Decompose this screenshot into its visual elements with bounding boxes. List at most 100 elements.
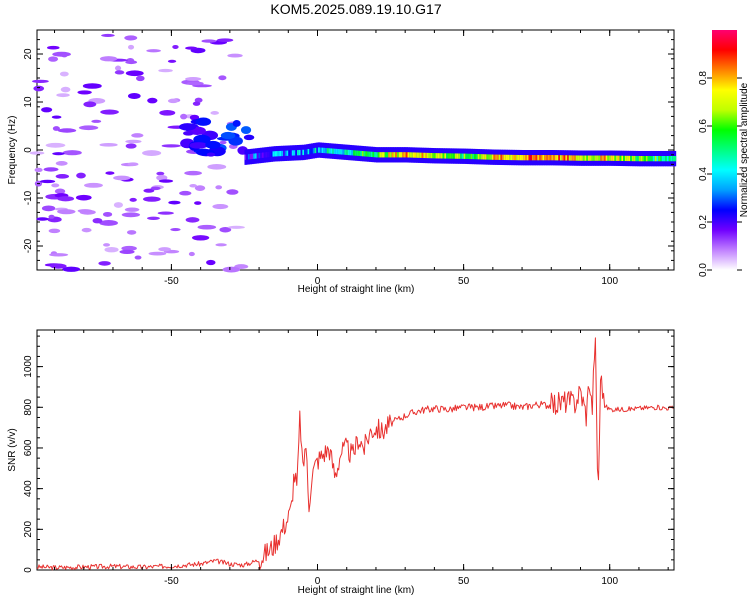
spectrogram-ridge-core bbox=[381, 152, 384, 158]
spectrogram-ridge-core bbox=[575, 155, 579, 161]
spectrogram-ridge-core bbox=[377, 152, 380, 158]
spectrogram-ridge-core bbox=[279, 150, 282, 157]
spectrogram-ridge-core bbox=[619, 155, 622, 161]
spectrogram-source-blob bbox=[232, 120, 241, 127]
spectrogram-noise-blob bbox=[125, 60, 138, 65]
spectrogram-ridge-core bbox=[344, 149, 347, 155]
spectrogram-ridge-core bbox=[500, 154, 503, 160]
spectrogram-noise-blob bbox=[61, 53, 68, 58]
spectrogram-ridge-core bbox=[603, 155, 607, 161]
spectrogram-ridge-core bbox=[351, 150, 354, 156]
spectrogram-ridge-core bbox=[484, 154, 487, 160]
spectrogram-noise-blob bbox=[83, 101, 97, 108]
spectrogram-ridge-core bbox=[556, 155, 559, 161]
spectrogram-ridge-core bbox=[426, 152, 429, 159]
spectrogram-ridge-core bbox=[335, 148, 338, 155]
spectrogram-noise-blob bbox=[77, 209, 93, 213]
spectrogram-ridge-core bbox=[472, 153, 475, 160]
spectrogram-noise-blob bbox=[129, 197, 137, 202]
spectrogram-ridge-core bbox=[433, 153, 437, 159]
spectrogram-ridge-core bbox=[596, 155, 600, 161]
spectrogram-ridge-core bbox=[456, 153, 459, 159]
spectrogram-y-tick-label: 10 bbox=[23, 96, 34, 108]
spectrogram-ridge-core bbox=[637, 155, 640, 162]
spectrogram-ridge-core bbox=[663, 156, 666, 162]
spectrogram-ridge-core bbox=[477, 154, 480, 160]
spectrogram-ridge-core bbox=[475, 154, 479, 160]
spectrogram-noise-blob bbox=[125, 143, 137, 149]
spectrogram-y-tick-label: 20 bbox=[23, 48, 34, 60]
spectrogram-noise-blob bbox=[103, 243, 111, 247]
spectrogram-ridge-core bbox=[304, 149, 307, 155]
spectrogram-ridge bbox=[244, 142, 677, 167]
spectrogram-noise-blob bbox=[45, 142, 66, 148]
spectrogram-noise-blob bbox=[197, 224, 217, 230]
snr-y-tick-label: 800 bbox=[23, 399, 34, 416]
spectrogram-ridge-core bbox=[519, 155, 522, 161]
snr-x-tick-label: 100 bbox=[601, 576, 618, 587]
colorbar-label: Normalized spectral amplitude bbox=[739, 82, 750, 217]
spectrogram-ridge-core bbox=[288, 150, 291, 156]
spectrogram-ridge-core bbox=[375, 152, 379, 158]
spectrogram-noise-blob bbox=[124, 35, 138, 41]
spectrogram-noise-blob bbox=[215, 185, 223, 190]
spectrogram-ridge-core bbox=[400, 152, 403, 158]
spectrogram-ridge-core bbox=[444, 153, 447, 159]
spectrogram-ridge-core bbox=[365, 151, 368, 157]
spectrogram-ridge-core bbox=[626, 155, 629, 162]
spectrogram-ridge-core bbox=[546, 155, 549, 161]
spectrogram-noise-blob bbox=[156, 171, 165, 176]
spectrogram-ridge-core bbox=[332, 148, 335, 154]
spectrogram-noise-blob bbox=[121, 245, 137, 251]
spectrogram-ridge-core bbox=[635, 155, 638, 162]
spectrogram-noise-blob bbox=[41, 107, 53, 113]
spectrogram-noise-blob bbox=[127, 162, 139, 167]
spectrogram-noise-blob bbox=[77, 90, 92, 95]
spectrogram-noise-blob bbox=[227, 225, 245, 229]
spectrogram-ridge-core bbox=[305, 149, 309, 155]
spectrogram-ridge-core bbox=[572, 155, 575, 161]
spectrogram-noise-blob bbox=[218, 75, 227, 81]
spectrogram-noise-blob bbox=[147, 216, 160, 220]
spectrogram-ridge-core bbox=[539, 155, 542, 161]
spectrogram-ridge-core bbox=[379, 152, 382, 158]
spectrogram-ridge-core bbox=[586, 155, 589, 161]
spectrogram-noise-blob bbox=[170, 228, 181, 232]
spectrogram-noise-blob bbox=[91, 119, 102, 123]
snr-y-tick-label: 400 bbox=[23, 480, 34, 497]
spectrogram-ridge-core bbox=[531, 155, 535, 161]
spectrogram-ridge-core bbox=[496, 154, 500, 160]
spectrogram-ridge-core bbox=[389, 152, 393, 158]
spectrogram-x-tick-label: 50 bbox=[458, 276, 470, 287]
spectrogram-ridge-core bbox=[363, 151, 366, 157]
spectrogram-source-blob bbox=[220, 131, 236, 140]
spectrogram-noise-blob bbox=[158, 247, 171, 252]
spectrogram-ridge-core bbox=[453, 153, 456, 159]
spectrogram-noise-blob bbox=[180, 113, 188, 120]
spectrogram-ridge-core bbox=[314, 147, 317, 154]
spectrogram-ridge-core bbox=[584, 155, 587, 161]
spectrogram-ridge-core bbox=[593, 155, 596, 161]
spectrogram-noise-blob bbox=[172, 44, 179, 49]
spectrogram-noise-blob bbox=[156, 174, 168, 181]
spectrogram-noise-blob bbox=[48, 56, 59, 62]
spectrogram-noise-blob bbox=[194, 97, 203, 103]
spectrogram-ridge-core bbox=[260, 152, 263, 159]
spectrogram-ridge-core bbox=[312, 148, 316, 154]
spectrogram-ridge-core bbox=[503, 154, 507, 161]
spectrogram-ridge-core bbox=[551, 155, 554, 161]
spectrogram-ridge-core bbox=[297, 150, 300, 156]
spectrogram-noise-blob bbox=[136, 75, 145, 82]
snr-x-tick-label: 0 bbox=[315, 576, 321, 587]
spectrogram-ridge-core bbox=[540, 155, 543, 161]
spectrogram-ridge-core bbox=[502, 154, 505, 160]
figure-title: KOM5.2025.089.19.10.G17 bbox=[270, 1, 441, 17]
spectrogram-ridge-core bbox=[628, 155, 631, 162]
spectrogram-noise-blob bbox=[185, 217, 200, 223]
spectrogram-noise-blob bbox=[52, 152, 65, 156]
spectrogram-ridge-core bbox=[283, 150, 286, 157]
spectrogram-ridge-core bbox=[595, 155, 598, 161]
colorbar-tick-label: 0.4 bbox=[698, 167, 709, 181]
spectrogram-ridge-core bbox=[630, 155, 633, 162]
